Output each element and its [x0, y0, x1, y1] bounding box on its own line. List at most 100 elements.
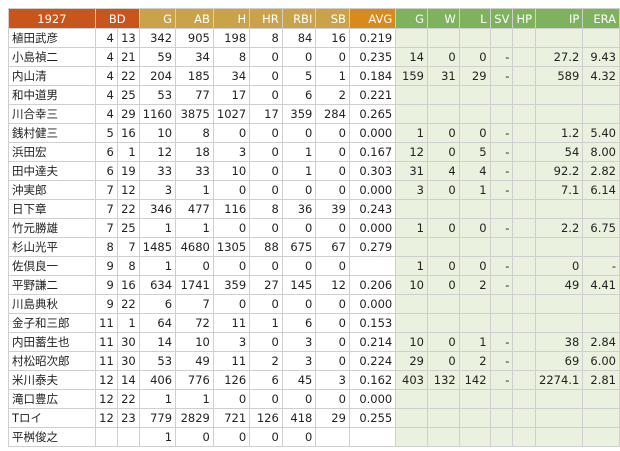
stat-cell: 0.000	[348, 389, 397, 409]
stat-cell: -	[489, 370, 514, 390]
stat-cell: 342	[138, 28, 177, 48]
stat-cell: 10	[138, 123, 177, 143]
stat-cell: 10	[212, 161, 251, 181]
stat-cell: 0	[212, 427, 251, 447]
stat-cell: 2	[458, 351, 491, 371]
column-header: G	[395, 8, 428, 29]
stat-cell: 1	[458, 332, 491, 352]
stat-cell: 0.000	[348, 218, 397, 238]
stat-cell: 0	[535, 256, 584, 276]
stat-cell: 8	[212, 47, 251, 67]
player-name: 和中道男	[8, 85, 96, 105]
stat-cell: 0	[212, 218, 251, 238]
stat-cell: 1	[116, 142, 140, 162]
stat-cell: 0	[249, 142, 283, 162]
stat-cell: 12	[116, 180, 140, 200]
player-name: 田中達夫	[8, 161, 96, 181]
stat-cell	[512, 389, 537, 409]
stat-cell: 2829	[175, 408, 214, 428]
stat-cell: 7	[94, 180, 118, 200]
stat-cell: 4	[458, 161, 491, 181]
stat-cell: 3	[212, 332, 251, 352]
stat-cell: 1	[458, 180, 491, 200]
stat-cell	[395, 199, 428, 219]
stat-cell: 0	[315, 389, 350, 409]
player-name: 佐倶良一	[8, 256, 96, 276]
stat-cell: 69	[535, 351, 584, 371]
stat-cell: 10	[395, 332, 428, 352]
stat-cell: 0	[281, 218, 317, 238]
stat-cell: 1305	[212, 237, 251, 257]
stat-cell: 0	[458, 256, 491, 276]
stat-cell: 1	[138, 218, 177, 238]
player-row: 植田武彦 4 13 342 905 198 8 84 16 0.219	[8, 28, 620, 48]
stat-cell	[535, 408, 584, 428]
player-row: 滝口豊広 12 22 1 1 0 0 0 0 0.000	[8, 389, 620, 409]
stat-cell: 0	[249, 389, 283, 409]
stat-cell: 0.206	[348, 275, 397, 295]
stat-cell	[458, 237, 491, 257]
stat-cell: 9.43	[582, 47, 620, 67]
stat-cell: 0	[249, 161, 283, 181]
stat-cell	[512, 142, 537, 162]
stat-cell	[582, 28, 620, 48]
stat-cell	[489, 427, 514, 447]
stat-cell	[512, 427, 537, 447]
stat-cell: 11	[212, 351, 251, 371]
stat-cell: 142	[458, 370, 491, 390]
stat-cell	[458, 85, 491, 105]
stat-cell: 25	[116, 85, 140, 105]
stat-cell	[458, 199, 491, 219]
player-name: 内田蓄生也	[8, 332, 96, 352]
player-name: 内山清	[8, 66, 96, 86]
stat-cell: 4	[94, 85, 118, 105]
stat-cell	[512, 161, 537, 181]
stat-cell: 5	[94, 123, 118, 143]
stat-cell: -	[489, 161, 514, 181]
stat-cell	[458, 313, 491, 333]
stat-cell: 0	[249, 123, 283, 143]
stat-cell	[426, 104, 460, 124]
stat-cell	[395, 294, 428, 314]
stat-cell: 6.75	[582, 218, 620, 238]
stat-cell: 1485	[138, 237, 177, 257]
column-header: G	[138, 8, 177, 29]
stat-cell: 0	[249, 180, 283, 200]
stat-cell: 284	[315, 104, 350, 124]
stat-cell: 1	[116, 313, 140, 333]
stat-cell: 1	[138, 427, 177, 447]
stat-cell: 589	[535, 66, 584, 86]
stat-cell: 0.167	[348, 142, 397, 162]
stat-cell	[582, 427, 620, 447]
stat-cell: 0	[426, 123, 460, 143]
stat-cell: 22	[116, 294, 140, 314]
stats-table: 1927 BD G AB H HR RBI SB AVG G W L SV HP IP ERA 植田武彦 4 13…	[8, 8, 620, 447]
column-header: W	[426, 8, 460, 29]
stat-cell: 59	[138, 47, 177, 67]
stat-cell: 675	[281, 237, 317, 257]
stat-cell: 3	[315, 370, 350, 390]
stat-cell: 84	[281, 28, 317, 48]
stat-cell: 126	[212, 370, 251, 390]
stat-cell	[582, 408, 620, 428]
stat-cell: 39	[315, 199, 350, 219]
stat-cell: 1741	[175, 275, 214, 295]
stat-cell: 0	[212, 123, 251, 143]
stat-cell: 18	[175, 142, 214, 162]
player-name: 滝口豊広	[8, 389, 96, 409]
stat-cell	[512, 28, 537, 48]
stat-cell: 25	[116, 218, 140, 238]
column-header: HP	[512, 8, 537, 29]
stat-cell	[489, 389, 514, 409]
stat-cell: 3	[138, 180, 177, 200]
stat-cell: 0	[315, 47, 350, 67]
stat-cell	[512, 294, 537, 314]
stat-cell: 1	[395, 256, 428, 276]
stat-cell: 5	[458, 142, 491, 162]
stat-cell: 1	[175, 218, 214, 238]
stat-cell: 0.000	[348, 294, 397, 314]
stat-cell: 6.00	[582, 351, 620, 371]
player-row: 浜田宏 6 1 12 18 3 0 1 0 0.167 12 0 5-54 8.00	[8, 142, 620, 162]
stat-cell: 14	[138, 332, 177, 352]
